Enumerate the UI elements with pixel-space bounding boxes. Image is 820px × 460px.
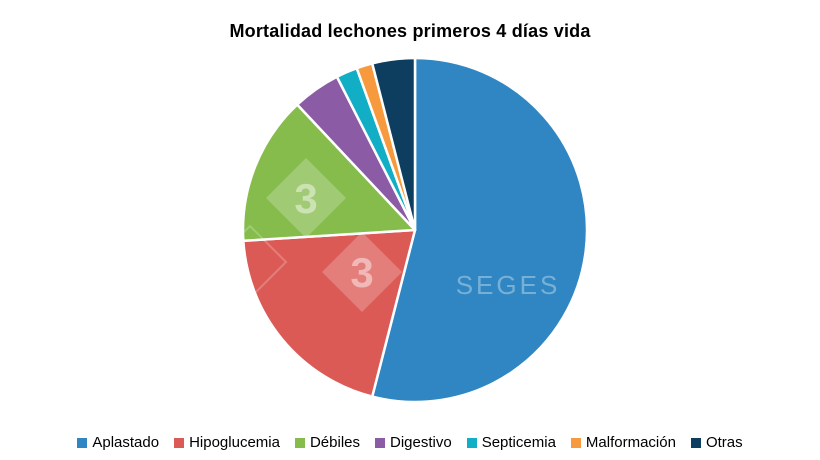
- pie-slice-hipoglucemia: [242, 228, 417, 398]
- pig333-logo-watermark: 33: [212, 158, 402, 312]
- legend-swatch-icon: [375, 437, 385, 448]
- legend-swatch-icon: [690, 437, 701, 448]
- pie-slice-otras: [370, 56, 417, 232]
- watermark-digit: 3: [350, 249, 373, 296]
- legend-swatch-icon: [294, 437, 305, 448]
- chart-title: Mortalidad lechones primeros 4 días vida: [229, 21, 591, 41]
- pie-slice-debiles: [241, 103, 417, 243]
- watermark-diamond: [322, 232, 402, 312]
- watermark-digit: 3: [294, 175, 317, 222]
- watermark-diamond: [266, 158, 346, 238]
- legend-swatch-icon: [466, 437, 477, 448]
- legend-item-malformacion: Malformación: [570, 434, 676, 451]
- legend-item-aplastado: Aplastado: [77, 434, 159, 451]
- legend-label: Aplastado: [92, 434, 160, 451]
- legend-item-septicemia: Septicemia: [466, 434, 556, 451]
- legend-item-debiles: Débiles: [294, 434, 360, 451]
- seges-watermark: SEGES: [456, 270, 561, 300]
- legend-item-otras: Otras: [690, 434, 743, 451]
- legend-label: Malformación: [585, 434, 676, 451]
- legend-item-digestivo: Digestivo: [375, 434, 452, 451]
- legend-label: Digestivo: [390, 434, 452, 451]
- pie-slice-aplastado: [370, 56, 589, 404]
- legend-swatch-icon: [77, 437, 88, 448]
- legend-swatch-icon: [174, 437, 185, 448]
- legend-label: Septicemia: [481, 434, 556, 451]
- legend: Aplastado Hipoglucemia Débiles Digestivo Sep…: [0, 434, 820, 451]
- legend-label: Otras: [705, 434, 743, 451]
- legend-label: Débiles: [309, 434, 360, 451]
- legend-swatch-icon: [570, 437, 581, 448]
- legend-item-hipoglucemia: Hipoglucemia: [174, 434, 280, 451]
- legend-label: Hipoglucemia: [189, 434, 280, 451]
- watermark-diamond: [212, 224, 288, 300]
